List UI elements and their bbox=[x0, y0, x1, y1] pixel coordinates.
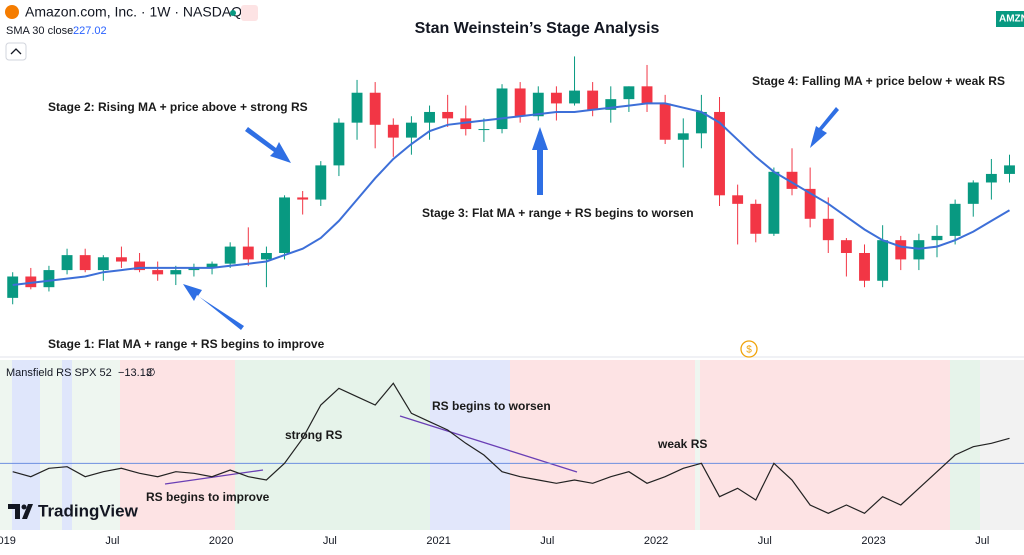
candle-body bbox=[442, 111, 454, 119]
annotation: Stage 1: Flat MA + range + RS begins to … bbox=[48, 337, 325, 351]
candle-body bbox=[61, 255, 73, 271]
candle-body bbox=[569, 90, 580, 104]
candle-body bbox=[714, 111, 725, 196]
candle-body bbox=[97, 257, 109, 271]
candle-body bbox=[822, 218, 834, 241]
x-tick-label: 2020 bbox=[209, 535, 233, 547]
rs-annotation: weak RS bbox=[657, 437, 707, 451]
candle-body bbox=[297, 197, 309, 200]
ticker-badge-text: AMZN bbox=[999, 14, 1024, 25]
x-tick-label: Jul bbox=[323, 535, 337, 547]
rs-annotation: strong RS bbox=[285, 428, 342, 442]
candle-body bbox=[242, 246, 254, 260]
candle-body bbox=[279, 197, 290, 253]
candle-body bbox=[170, 270, 182, 275]
candle-body bbox=[913, 240, 925, 260]
dividend-icon: $ bbox=[746, 345, 752, 356]
candle-body bbox=[43, 270, 55, 288]
candle-body bbox=[134, 261, 145, 271]
candle-body bbox=[532, 92, 544, 117]
candle-body bbox=[623, 86, 635, 100]
candle-body bbox=[895, 240, 907, 260]
rs-annotation: RS begins to worsen bbox=[432, 399, 551, 413]
x-tick-label: Jul bbox=[758, 535, 772, 547]
candle-body bbox=[188, 267, 200, 271]
rs-label: Mansfield RS SPX 52 bbox=[6, 367, 112, 379]
annotation: Stage 3: Flat MA + range + RS begins to … bbox=[422, 206, 694, 220]
candle-body bbox=[859, 252, 870, 281]
sma-value[interactable]: 227.02 bbox=[73, 25, 107, 37]
candle-body bbox=[1004, 165, 1015, 174]
candle-body bbox=[351, 92, 363, 123]
candle-body bbox=[25, 276, 37, 288]
candle-body bbox=[967, 182, 979, 204]
candle-body bbox=[79, 255, 91, 271]
candle-body bbox=[677, 133, 689, 140]
candle-body bbox=[732, 195, 744, 204]
candle-body bbox=[7, 276, 19, 298]
candle-body bbox=[405, 122, 417, 138]
candle-body bbox=[695, 111, 707, 134]
candle-body bbox=[315, 165, 327, 200]
candle-body bbox=[786, 171, 798, 189]
candle-body bbox=[224, 246, 236, 264]
candle-body bbox=[260, 252, 272, 260]
candle-body bbox=[985, 173, 997, 183]
collapse-icon bbox=[10, 48, 22, 55]
brand-name: TradingView bbox=[38, 501, 139, 520]
status-dot bbox=[230, 10, 236, 16]
candle-body bbox=[840, 240, 852, 253]
arrows bbox=[183, 107, 839, 330]
candle-body bbox=[804, 188, 816, 219]
candle-body bbox=[550, 92, 562, 104]
candle-body bbox=[496, 88, 508, 130]
candle-body bbox=[478, 129, 490, 131]
candle-body bbox=[750, 203, 762, 234]
candle-body bbox=[877, 240, 889, 281]
symbol-title: Amazon.com, Inc. · 1W · NASDAQ bbox=[25, 4, 242, 20]
ticker-badge bbox=[996, 11, 1024, 27]
candle-body bbox=[641, 86, 653, 104]
candle-body bbox=[605, 99, 617, 110]
candle-body bbox=[206, 263, 218, 268]
candle-body bbox=[424, 111, 435, 123]
x-tick-label: 2023 bbox=[861, 535, 885, 547]
candle-body bbox=[587, 90, 599, 110]
candle-body bbox=[152, 270, 164, 275]
candle-body bbox=[659, 103, 671, 140]
annotation: Stage 2: Rising MA + price above + stron… bbox=[48, 100, 308, 114]
x-tick-label: Jul bbox=[975, 535, 989, 547]
sma-label: SMA 30 close bbox=[6, 25, 73, 37]
rs-extra: ∅ bbox=[146, 367, 156, 379]
rs-annotation: RS begins to improve bbox=[146, 490, 270, 504]
candle-body bbox=[369, 92, 381, 125]
annotation: Stage 4: Falling MA + price below + weak… bbox=[752, 74, 1005, 88]
rs-value: −13.13 bbox=[118, 367, 152, 379]
candle-body bbox=[931, 235, 943, 241]
badge bbox=[241, 5, 258, 21]
rs-background bbox=[0, 360, 1024, 530]
x-tick-label: Jul bbox=[540, 535, 554, 547]
rs-line bbox=[12, 382, 1010, 515]
x-tick-label: Jul bbox=[105, 535, 119, 547]
x-tick-label: 2019 bbox=[0, 535, 16, 547]
candle-body bbox=[460, 118, 472, 130]
candle-body bbox=[768, 171, 780, 234]
candle-body bbox=[514, 88, 526, 117]
collapse-button[interactable] bbox=[5, 42, 27, 61]
sma-line bbox=[12, 102, 1011, 286]
candle-body bbox=[387, 124, 399, 138]
candle-body bbox=[949, 203, 961, 236]
brand-logo bbox=[8, 504, 33, 519]
logo bbox=[5, 5, 19, 19]
chart-title: Stan Weinstein’s Stage Analysis bbox=[415, 20, 660, 37]
trend-lines bbox=[164, 415, 578, 485]
x-tick-label: 2021 bbox=[426, 535, 450, 547]
dividend-marker[interactable] bbox=[740, 340, 758, 358]
x-tick-label: 2022 bbox=[644, 535, 668, 547]
candle-body bbox=[115, 257, 127, 262]
candle-body bbox=[333, 122, 345, 166]
